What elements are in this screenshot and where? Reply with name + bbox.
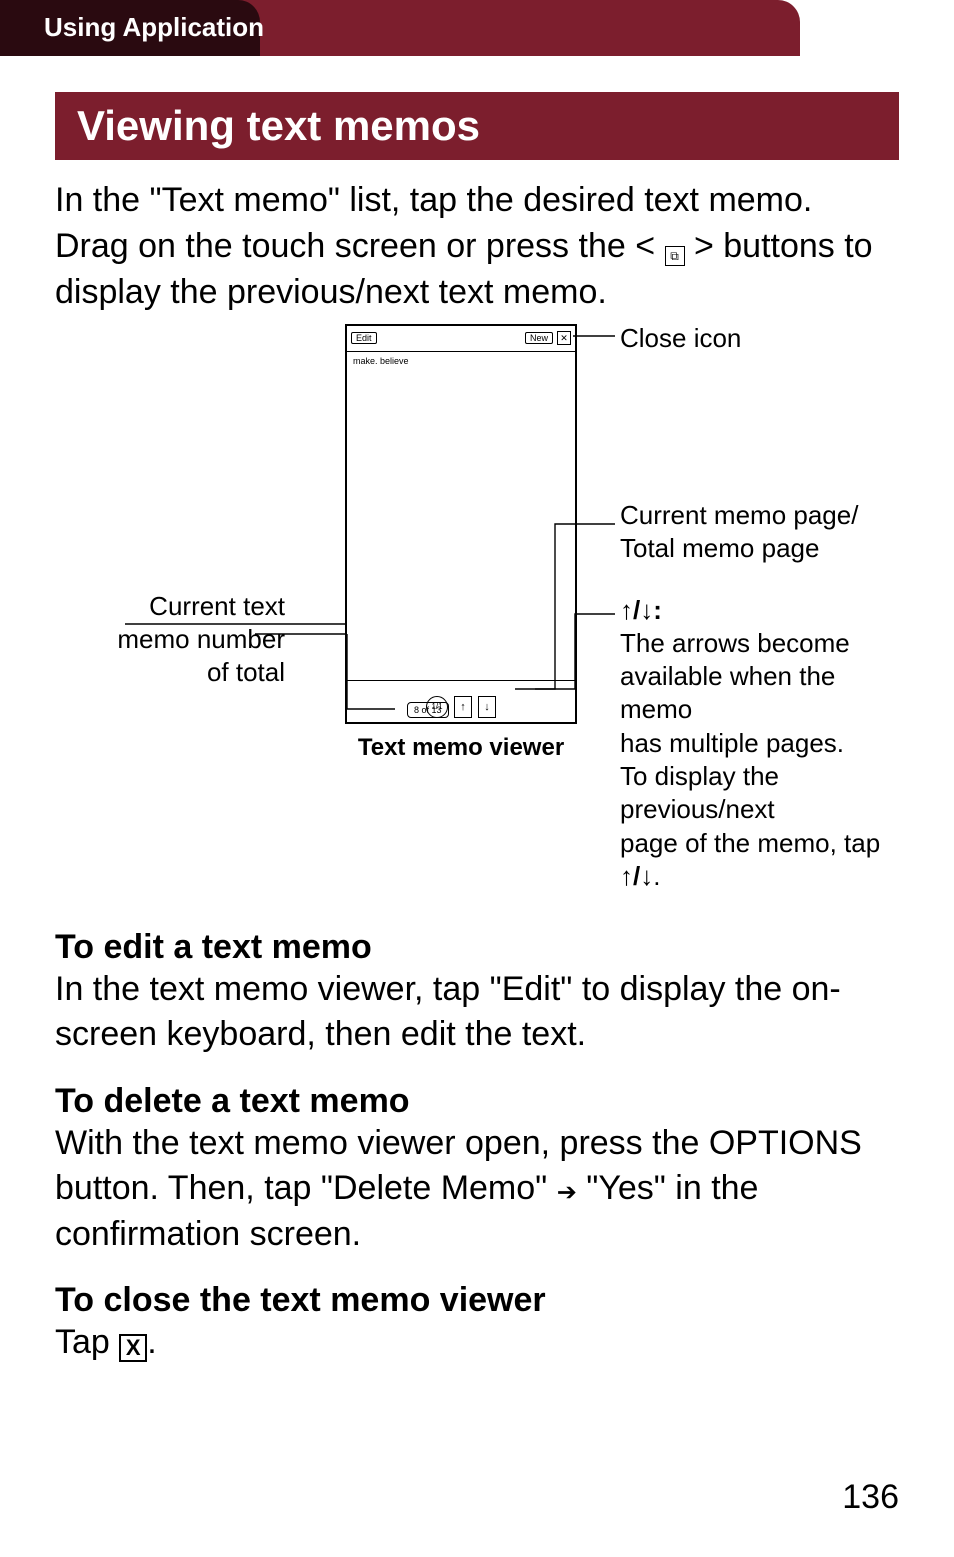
page-root: Using Application Viewing text memos In …: [0, 0, 954, 1557]
arrow-icons: ↑/↓: [620, 861, 653, 891]
close-body: Tap X.: [55, 1320, 899, 1366]
intro-text: In the "Text memo" list, tap the desired…: [55, 178, 899, 316]
breadcrumb: Using Application: [44, 12, 264, 43]
page-turn-icon: ⧉: [665, 246, 685, 266]
arrow-right-icon: ➔: [557, 1177, 577, 1209]
callout-close: Close icon: [620, 322, 741, 355]
delete-body: With the text memo viewer open, press th…: [55, 1121, 899, 1258]
figure: Edit New ✕ make. believe 8 of 13 1/1 ↑ ↓…: [55, 324, 899, 844]
delete-heading: To delete a text memo: [55, 1082, 899, 1121]
page-number: 136: [842, 1478, 899, 1517]
section-title: Viewing text memos: [55, 92, 899, 160]
edit-heading: To edit a text memo: [55, 928, 899, 967]
close-heading: To close the text memo viewer: [55, 1281, 899, 1320]
close-x-icon: X: [119, 1334, 147, 1362]
content: Viewing text memos In the "Text memo" li…: [55, 92, 899, 1366]
callout-page-ratio: Current memo page/ Total memo page: [620, 499, 858, 566]
arrows-title-icon: ↑/↓:: [620, 595, 662, 625]
intro-line2a: Drag on the touch screen or press the <: [55, 227, 665, 265]
callout-arrows: ↑/↓: The arrows become available when th…: [620, 594, 899, 893]
edit-body: In the text memo viewer, tap "Edit" to d…: [55, 967, 899, 1058]
top-tab-bar: Using Application: [0, 0, 954, 56]
intro-line1: In the "Text memo" list, tap the desired…: [55, 181, 812, 219]
callout-left: Current text memo number of total: [55, 590, 285, 690]
